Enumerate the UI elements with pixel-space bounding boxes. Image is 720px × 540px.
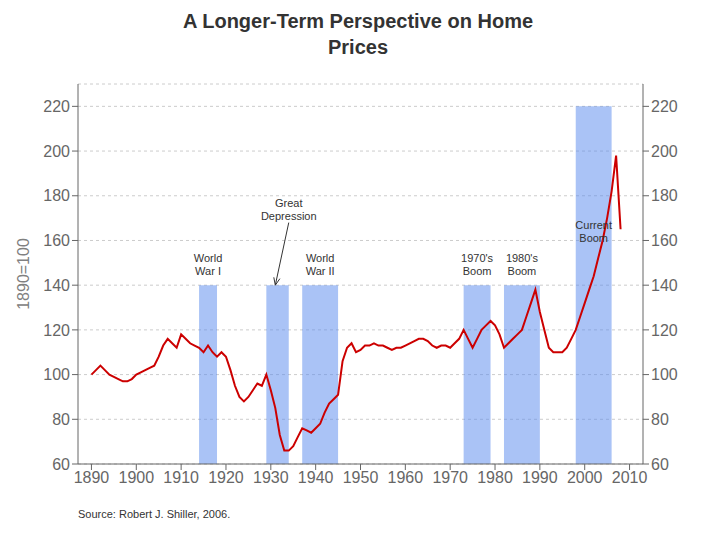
svg-text:1910: 1910	[163, 469, 199, 486]
svg-text:2010: 2010	[612, 469, 648, 486]
svg-text:100: 100	[651, 366, 678, 383]
html-text:A Longer-Term Perspective on H: A Longer-Term Perspective on Home	[183, 10, 533, 32]
svg-text:1920: 1920	[208, 469, 244, 486]
svg-text:GreatDepression: GreatDepression	[261, 197, 317, 222]
svg-text:1980'sBoom: 1980'sBoom	[506, 252, 539, 277]
svg-text:180: 180	[43, 187, 70, 204]
svg-text:1930: 1930	[253, 469, 289, 486]
svg-text:1900: 1900	[118, 469, 154, 486]
svg-text:140: 140	[651, 277, 678, 294]
svg-text:1970: 1970	[432, 469, 468, 486]
svg-text:220: 220	[43, 98, 70, 115]
svg-text:WorldWar I: WorldWar I	[194, 252, 223, 277]
svg-text:2000: 2000	[567, 469, 603, 486]
svg-text:220: 220	[651, 98, 678, 115]
svg-text:CurrentBoom: CurrentBoom	[575, 219, 612, 244]
svg-text:60: 60	[52, 456, 70, 473]
svg-text:1940: 1940	[298, 469, 334, 486]
svg-text:1990: 1990	[522, 469, 558, 486]
html-text:Source: Robert J. Shiller, 200: Source: Robert J. Shiller, 2006.	[78, 508, 231, 520]
svg-text:160: 160	[651, 232, 678, 249]
svg-text:60: 60	[651, 456, 669, 473]
svg-text:160: 160	[43, 232, 70, 249]
svg-text:180: 180	[651, 187, 678, 204]
svg-text:1890=100: 1890=100	[15, 238, 32, 310]
svg-text:1970'sBoom: 1970'sBoom	[461, 252, 494, 277]
svg-text:200: 200	[651, 143, 678, 160]
html-text:Prices: Prices	[328, 36, 388, 58]
svg-text:120: 120	[651, 322, 678, 339]
svg-text:1950: 1950	[343, 469, 379, 486]
svg-text:200: 200	[43, 143, 70, 160]
svg-text:WorldWar II: WorldWar II	[306, 252, 335, 277]
svg-text:1980: 1980	[477, 469, 513, 486]
svg-text:1890: 1890	[74, 469, 110, 486]
svg-text:80: 80	[52, 411, 70, 428]
svg-text:120: 120	[43, 322, 70, 339]
svg-text:1960: 1960	[388, 469, 424, 486]
svg-text:80: 80	[651, 411, 669, 428]
svg-text:140: 140	[43, 277, 70, 294]
svg-text:100: 100	[43, 366, 70, 383]
